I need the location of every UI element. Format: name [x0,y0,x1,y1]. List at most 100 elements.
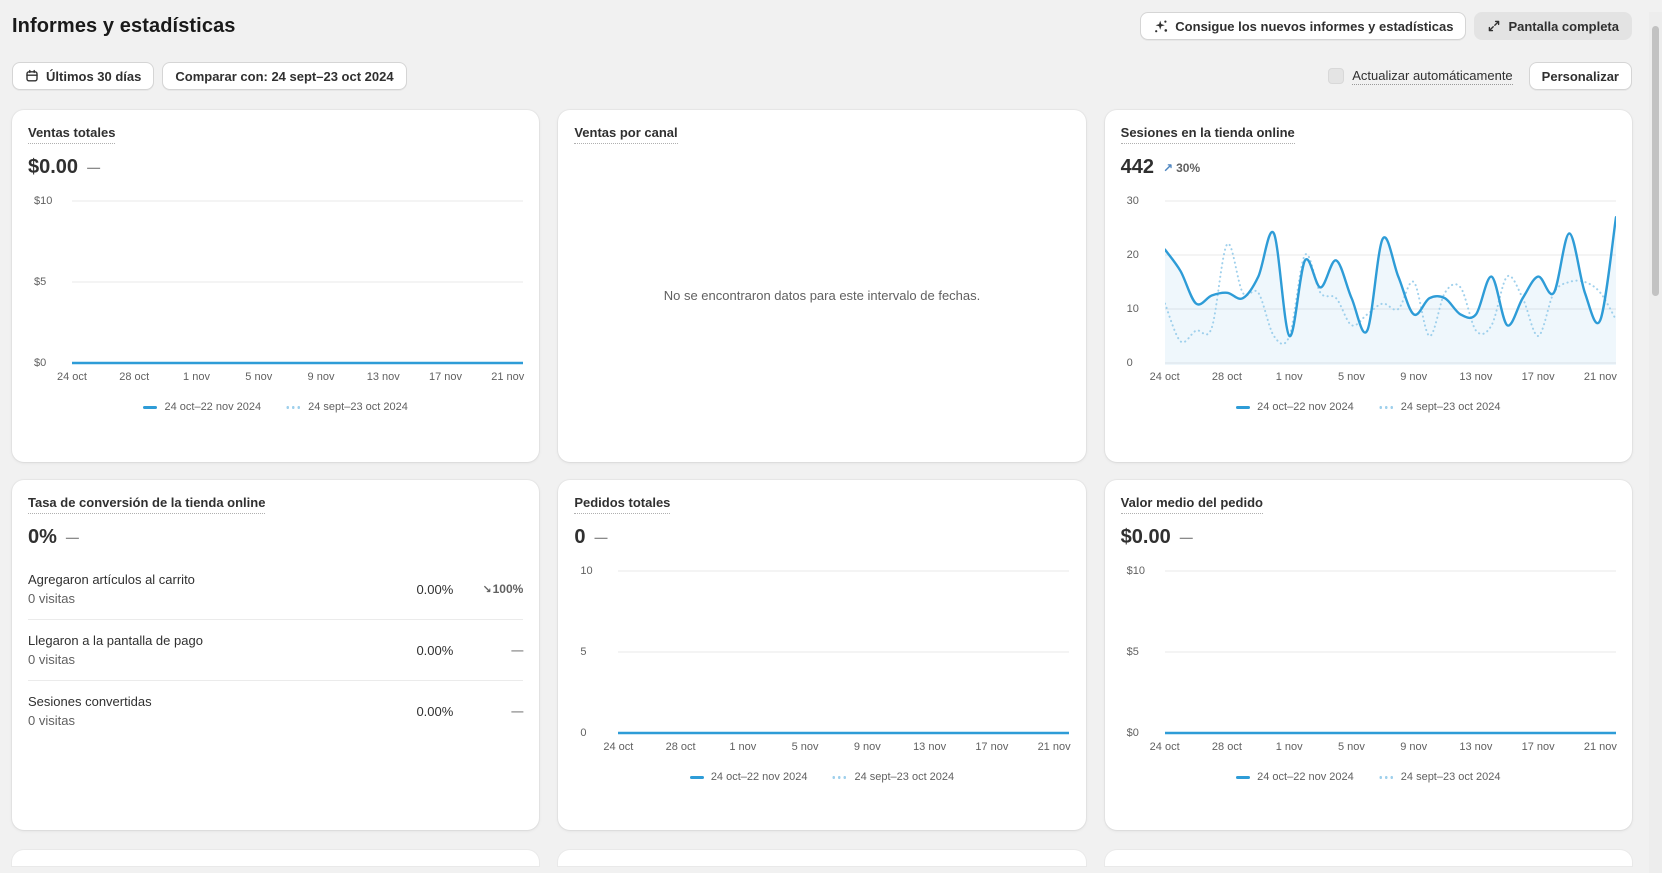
scrollbar-thumb[interactable] [1652,26,1659,296]
y-axis-tick-label: 30 [1127,193,1139,209]
fullscreen-button[interactable]: Pantalla completa [1474,12,1632,40]
sesiones-value: 442 [1121,156,1154,179]
x-axis-tick-label: 9 nov [1400,741,1427,753]
x-axis-tick-label: 17 nov [429,371,462,383]
auto-refresh-toggle[interactable]: Actualizar automáticamente [1328,68,1512,85]
y-axis-tick-label: $5 [34,274,46,290]
page-scrollbar[interactable] [1649,12,1662,873]
conversion-funnel-rows: Agregaron artículos al carrito 0 visitas… [28,559,523,741]
x-axis: 24 oct28 oct1 nov5 nov9 nov13 nov17 nov2… [72,365,523,387]
line-chart [1165,193,1616,365]
trend-down-icon: ↘ [482,584,491,596]
chart-legend: 24 oct–22 nov 2024 24 sept–23 oct 2024 [574,771,1069,783]
funnel-row-label: Sesiones convertidas [28,694,333,709]
empty-state-message: No se encontraron datos para este interv… [574,144,1069,447]
sparkle-icon [1153,19,1168,34]
valor-medio-title-link[interactable]: Valor medio del pedido [1121,495,1263,514]
x-axis-tick-label: 13 nov [1459,371,1492,383]
x-axis-tick-label: 5 nov [1338,741,1365,753]
funnel-row-convertidas: Sesiones convertidas 0 visitas 0.00% — [28,680,523,741]
legend-label-previous: 24 sept–23 oct 2024 [1401,771,1501,783]
legend-swatch-current [1236,776,1250,779]
x-axis-tick-label: 24 oct [1150,371,1180,383]
x-axis-tick-label: 24 oct [603,741,633,753]
card-partial [558,850,1085,866]
line-chart [1165,563,1616,735]
x-axis-tick-label: 13 nov [367,371,400,383]
fullscreen-label: Pantalla completa [1508,19,1619,34]
sesiones-chart: 3020100 24 oct28 oct1 nov5 nov9 nov13 no… [1121,193,1616,447]
page-title: Informes y estadísticas [12,15,236,38]
funnel-row-delta: — [453,643,523,657]
card-valor-medio-pedido: Valor medio del pedido $0.00 — $10$5$0 2… [1105,480,1632,830]
ventas-por-canal-title-link[interactable]: Ventas por canal [574,125,677,144]
funnel-row-delta: ↘100% [453,582,523,596]
y-axis-tick-label: $10 [1127,563,1145,579]
x-axis-tick-label: 28 oct [1212,371,1242,383]
funnel-row-rate: 0.00% [333,704,453,719]
line-chart [618,563,1069,735]
legend-label-current: 24 oct–22 nov 2024 [1257,401,1354,413]
tasa-conversion-title-link[interactable]: Tasa de conversión de la tienda online [28,495,265,514]
pedidos-totales-chart: 1050 24 oct28 oct1 nov5 nov9 nov13 nov17… [574,563,1069,815]
sesiones-title-link[interactable]: Sesiones en la tienda online [1121,125,1295,144]
x-axis-tick-label: 9 nov [1400,371,1427,383]
customize-button[interactable]: Personalizar [1529,62,1632,90]
card-sesiones-tienda-online: Sesiones en la tienda online 442 ↗ 30% 3… [1105,110,1632,462]
x-axis: 24 oct28 oct1 nov5 nov9 nov13 nov17 nov2… [1165,365,1616,387]
funnel-row-delta-value: 100% [493,582,524,596]
funnel-row-visits: 0 visitas [28,591,333,606]
y-axis: 3020100 [1121,193,1165,365]
line-chart-plot [1165,193,1616,365]
line-chart [72,193,523,365]
y-axis-tick-label: $10 [34,193,52,209]
funnel-row-label: Agregaron artículos al carrito [28,572,333,587]
tasa-conversion-value: 0% [28,526,57,549]
y-axis-tick-label: $5 [1127,644,1139,660]
line-chart-plot [618,563,1069,735]
x-axis-tick-label: 17 nov [1522,371,1555,383]
chart-legend: 24 oct–22 nov 2024 24 sept–23 oct 2024 [28,401,523,413]
x-axis-tick-label: 5 nov [1338,371,1365,383]
funnel-row-visits: 0 visitas [28,713,333,728]
funnel-row-rate: 0.00% [333,643,453,658]
x-axis-tick-label: 21 nov [491,371,524,383]
chart-legend: 24 oct–22 nov 2024 24 sept–23 oct 2024 [1121,401,1616,413]
x-axis-tick-label: 1 nov [1276,371,1303,383]
x-axis-tick-label: 1 nov [1276,741,1303,753]
legend-label-previous: 24 sept–23 oct 2024 [308,401,408,413]
auto-refresh-checkbox[interactable] [1328,68,1344,84]
controls-bar: Últimos 30 días Comparar con: 24 sept–23… [12,62,1632,90]
compare-label: Comparar con: 24 sept–23 oct 2024 [175,69,393,84]
x-axis-tick-label: 17 nov [975,741,1008,753]
y-axis-tick-label: 0 [580,725,586,741]
pedidos-totales-title-link[interactable]: Pedidos totales [574,495,670,514]
x-axis-tick-label: 9 nov [854,741,881,753]
x-axis: 24 oct28 oct1 nov5 nov9 nov13 nov17 nov2… [1165,735,1616,757]
funnel-row-carrito: Agregaron artículos al carrito 0 visitas… [28,559,523,619]
y-axis-tick-label: 10 [1127,301,1139,317]
topbar: Informes y estadísticas Consigue los nue… [12,12,1632,40]
x-axis-tick-label: 21 nov [1584,741,1617,753]
ventas-totales-chart: $10$5$0 24 oct28 oct1 nov5 nov9 nov13 no… [28,193,523,447]
compare-button[interactable]: Comparar con: 24 sept–23 oct 2024 [162,62,406,90]
x-axis-tick-label: 9 nov [308,371,335,383]
date-range-button[interactable]: Últimos 30 días [12,62,154,90]
x-axis-tick-label: 13 nov [913,741,946,753]
line-chart-plot [1165,563,1616,735]
y-axis-tick-label: 10 [580,563,592,579]
x-axis: 24 oct28 oct1 nov5 nov9 nov13 nov17 nov2… [618,735,1069,757]
funnel-row-visits: 0 visitas [28,652,333,667]
ventas-totales-title-link[interactable]: Ventas totales [28,125,115,144]
y-axis-tick-label: 20 [1127,247,1139,263]
legend-swatch-current [690,776,704,779]
x-axis-tick-label: 21 nov [1038,741,1071,753]
card-partial [12,850,539,866]
legend-label-current: 24 oct–22 nov 2024 [711,771,808,783]
ventas-totales-delta: — [87,160,100,175]
legend-label-current: 24 oct–22 nov 2024 [164,401,261,413]
valor-medio-delta: — [1180,530,1193,545]
x-axis-tick-label: 28 oct [119,371,149,383]
card-ventas-por-canal: Ventas por canal No se encontraron datos… [558,110,1085,462]
new-reports-button[interactable]: Consigue los nuevos informes y estadísti… [1140,12,1466,40]
